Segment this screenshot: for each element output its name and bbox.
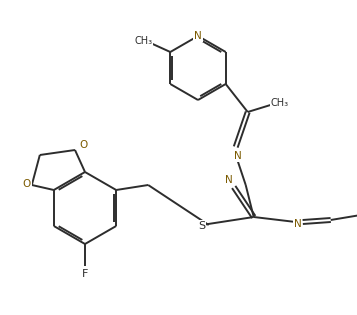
Text: CH₃: CH₃: [134, 36, 152, 46]
Text: F: F: [82, 269, 88, 279]
Text: N: N: [294, 219, 302, 229]
Text: CH₃: CH₃: [271, 98, 289, 108]
Text: N: N: [225, 175, 233, 185]
Text: N: N: [234, 151, 242, 161]
Text: N: N: [194, 31, 202, 41]
Text: S: S: [198, 221, 205, 231]
Text: O: O: [23, 179, 31, 189]
Text: O: O: [79, 140, 87, 150]
